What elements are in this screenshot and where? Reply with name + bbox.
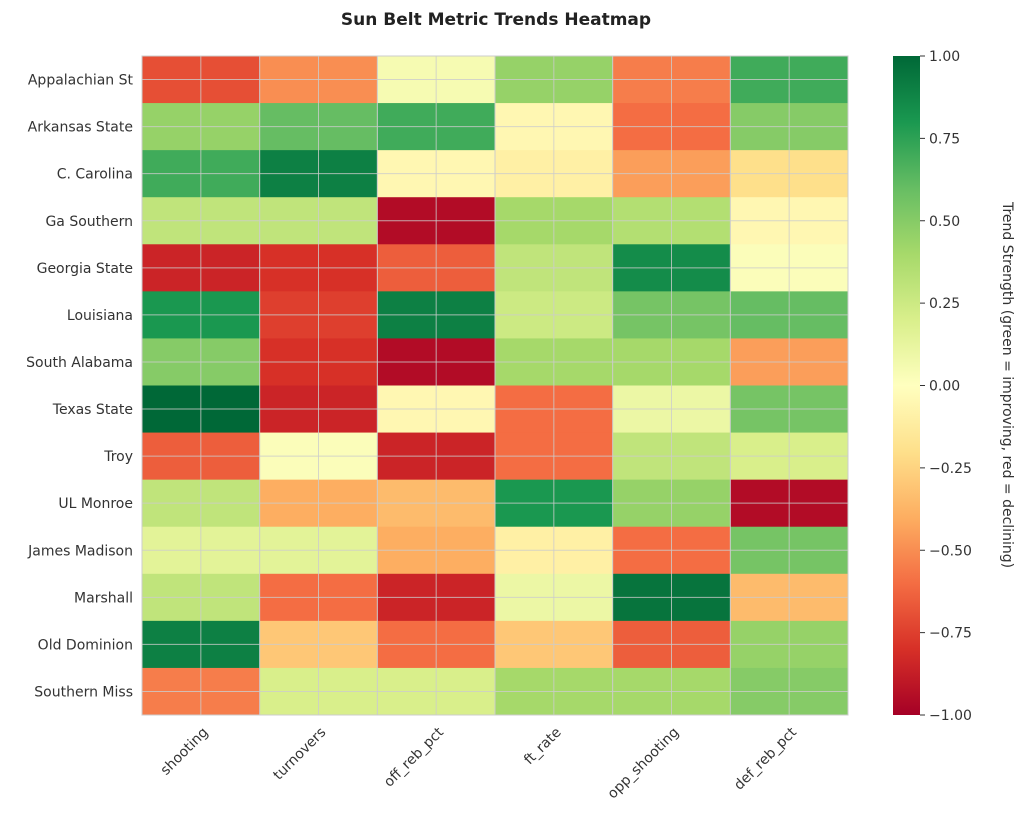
x-tick-label: turnovers [270,725,329,784]
y-tick-label: South Alabama [26,355,133,371]
y-tick-label: Southern Miss [34,684,133,700]
colorbar-tick-label: 0.25 [929,296,960,312]
colorbar-tick-label: −0.75 [929,626,972,642]
colorbar-tick-label: −1.00 [929,708,972,724]
y-tick-label: C. Carolina [57,167,133,183]
y-tick-label: Arkansas State [28,120,133,136]
y-tick-label: Troy [103,449,133,465]
y-tick-label: UL Monroe [58,496,133,512]
y-tick-label: Ga Southern [45,214,133,230]
x-tick-label: opp_shooting [605,725,683,803]
y-tick-label: Georgia State [37,261,133,277]
colorbar-label: Trend Strength (green = improving, red =… [999,201,1015,568]
colorbar-tick-label: −0.50 [929,543,972,559]
y-tick-label: Old Dominion [38,637,133,653]
y-tick-label: Appalachian St [28,73,134,89]
y-tick-label: Louisiana [67,308,133,324]
chart-title: Sun Belt Metric Trends Heatmap [341,10,651,30]
y-tick-label: James Madison [27,543,133,559]
x-tick-label: ft_rate [521,725,565,769]
x-tick-label: def_reb_pct [731,724,800,793]
y-tick-label: Texas State [52,402,133,418]
colorbar-tick-label: 0.50 [929,214,960,230]
colorbar-tick-label: −0.25 [929,461,972,477]
x-tick-label: off_reb_pct [381,724,447,790]
colorbar [893,56,920,715]
x-tick-label: shooting [158,725,212,779]
y-tick-label: Marshall [74,590,133,606]
colorbar-tick-label: 1.00 [929,49,960,65]
colorbar-tick-label: 0.00 [929,379,960,395]
plot-frame [141,55,849,716]
colorbar-tick-label: 0.75 [929,131,960,147]
